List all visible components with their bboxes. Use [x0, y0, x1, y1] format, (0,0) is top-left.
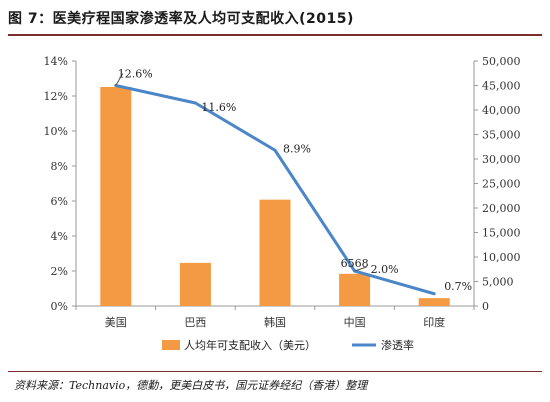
y-left-tick-label: 8%	[51, 160, 68, 173]
y-left-tick-label: 6%	[51, 195, 68, 208]
bar	[339, 273, 371, 306]
y-right-tick-label: 25,000	[482, 178, 521, 191]
y-right-tick-label: 40,000	[482, 104, 521, 117]
data-labels: 12.6% 11.6% 8.9% 2.0% 0.7% 6568	[115, 68, 472, 293]
y-right-tick-label: 45,000	[482, 80, 521, 93]
bar	[259, 199, 291, 306]
bar	[418, 298, 450, 306]
line-point	[193, 101, 197, 105]
y-left-tick-label: 10%	[44, 125, 68, 138]
label-leader	[115, 73, 124, 86]
y-right-tick-label: 15,000	[482, 227, 521, 240]
y-right-tick-label: 30,000	[482, 153, 521, 166]
y-left-tick-label: 14%	[44, 55, 68, 68]
x-tick-label: 印度	[423, 315, 445, 329]
line-data-label: 2.0%	[371, 263, 399, 276]
line-data-label: 12.6%	[118, 68, 153, 81]
y-right-tick-label: 20,000	[482, 202, 521, 215]
title-rule	[8, 34, 542, 36]
line-series	[114, 84, 436, 296]
y-left-tick-label: 4%	[51, 230, 68, 243]
bar	[100, 86, 132, 306]
y-left-tick-label: 2%	[51, 265, 68, 278]
y-left-tick-label: 0%	[51, 300, 68, 313]
y-right-tick-label: 0	[482, 300, 489, 313]
label-leader	[354, 266, 367, 272]
y-right-tick-label: 5,000	[482, 276, 514, 289]
line-data-label: 8.9%	[283, 142, 311, 155]
legend-label-bar: 人均年可支配收入（美元）	[184, 338, 316, 352]
legend-label-line: 渗透率	[381, 338, 414, 352]
x-tick-label: 中国	[344, 316, 366, 329]
chart-legend: 人均年可支配收入（美元） 渗透率	[162, 338, 414, 352]
line-point	[273, 148, 277, 152]
y-right-tick-label: 10,000	[482, 251, 521, 264]
bar	[179, 262, 211, 306]
source-rule	[8, 371, 542, 372]
legend-swatch-bar	[162, 340, 180, 350]
bar-series	[100, 86, 450, 306]
chart-axes: 0% 2% 4% 6% 8% 10% 12% 14% 0 5,000 10,000 15,000 20,…	[44, 55, 521, 329]
x-tick-label: 美国	[105, 316, 127, 329]
line-data-label: 0.7%	[444, 280, 472, 293]
y-right-tick-label: 35,000	[482, 129, 521, 142]
bar-data-label: 6568	[341, 257, 369, 270]
source-note: 资料来源：Technavio，德勤，更美白皮书，国元证券经纪（香港）整理	[14, 379, 368, 392]
combo-chart: 0% 2% 4% 6% 8% 10% 12% 14% 0 5,000 10,000 15,000 20,…	[44, 55, 521, 352]
line-data-label: 11.6%	[201, 101, 236, 114]
x-tick-label: 韩国	[264, 315, 286, 329]
y-right-tick-label: 50,000	[482, 55, 521, 68]
x-tick-label: 巴西	[184, 316, 206, 329]
line-point	[432, 292, 436, 296]
y-left-tick-label: 12%	[44, 90, 68, 103]
figure-title: 图 7：医美疗程国家渗透率及人均可支配收入(2015)	[8, 11, 354, 27]
